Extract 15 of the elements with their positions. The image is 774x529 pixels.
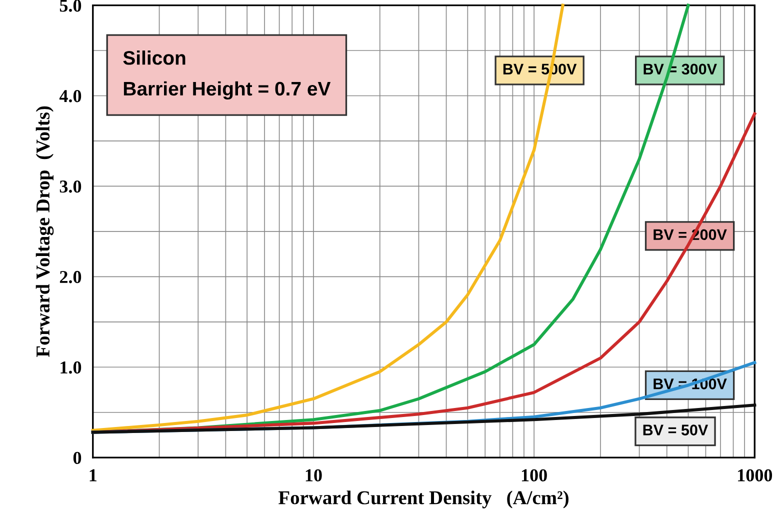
x-tick-label: 1000	[738, 469, 772, 482]
x-axis-title: Forward Current Density (A/cm²)	[278, 490, 568, 508]
x-tick-label: 100	[522, 469, 547, 482]
y-tick-label: 3.0	[60, 180, 82, 193]
y-tick-label: 5.0	[60, 0, 82, 12]
y-axis-title: Forward Voltage Drop (Volts)	[36, 106, 54, 357]
y-tick-label: 4.0	[59, 90, 82, 102]
x-tick-label: 1	[90, 469, 96, 482]
y-tick-label: 0	[73, 452, 82, 464]
annotation: Silicon	[123, 50, 186, 65]
x-tick-label: 10	[306, 469, 322, 482]
y-tick-label: 1.0	[60, 361, 82, 374]
series-label: BV = 50V	[643, 424, 708, 436]
y-tick-label: 2.0	[60, 270, 82, 284]
annotation: Barrier Height = 0.7 eV	[124, 81, 331, 100]
